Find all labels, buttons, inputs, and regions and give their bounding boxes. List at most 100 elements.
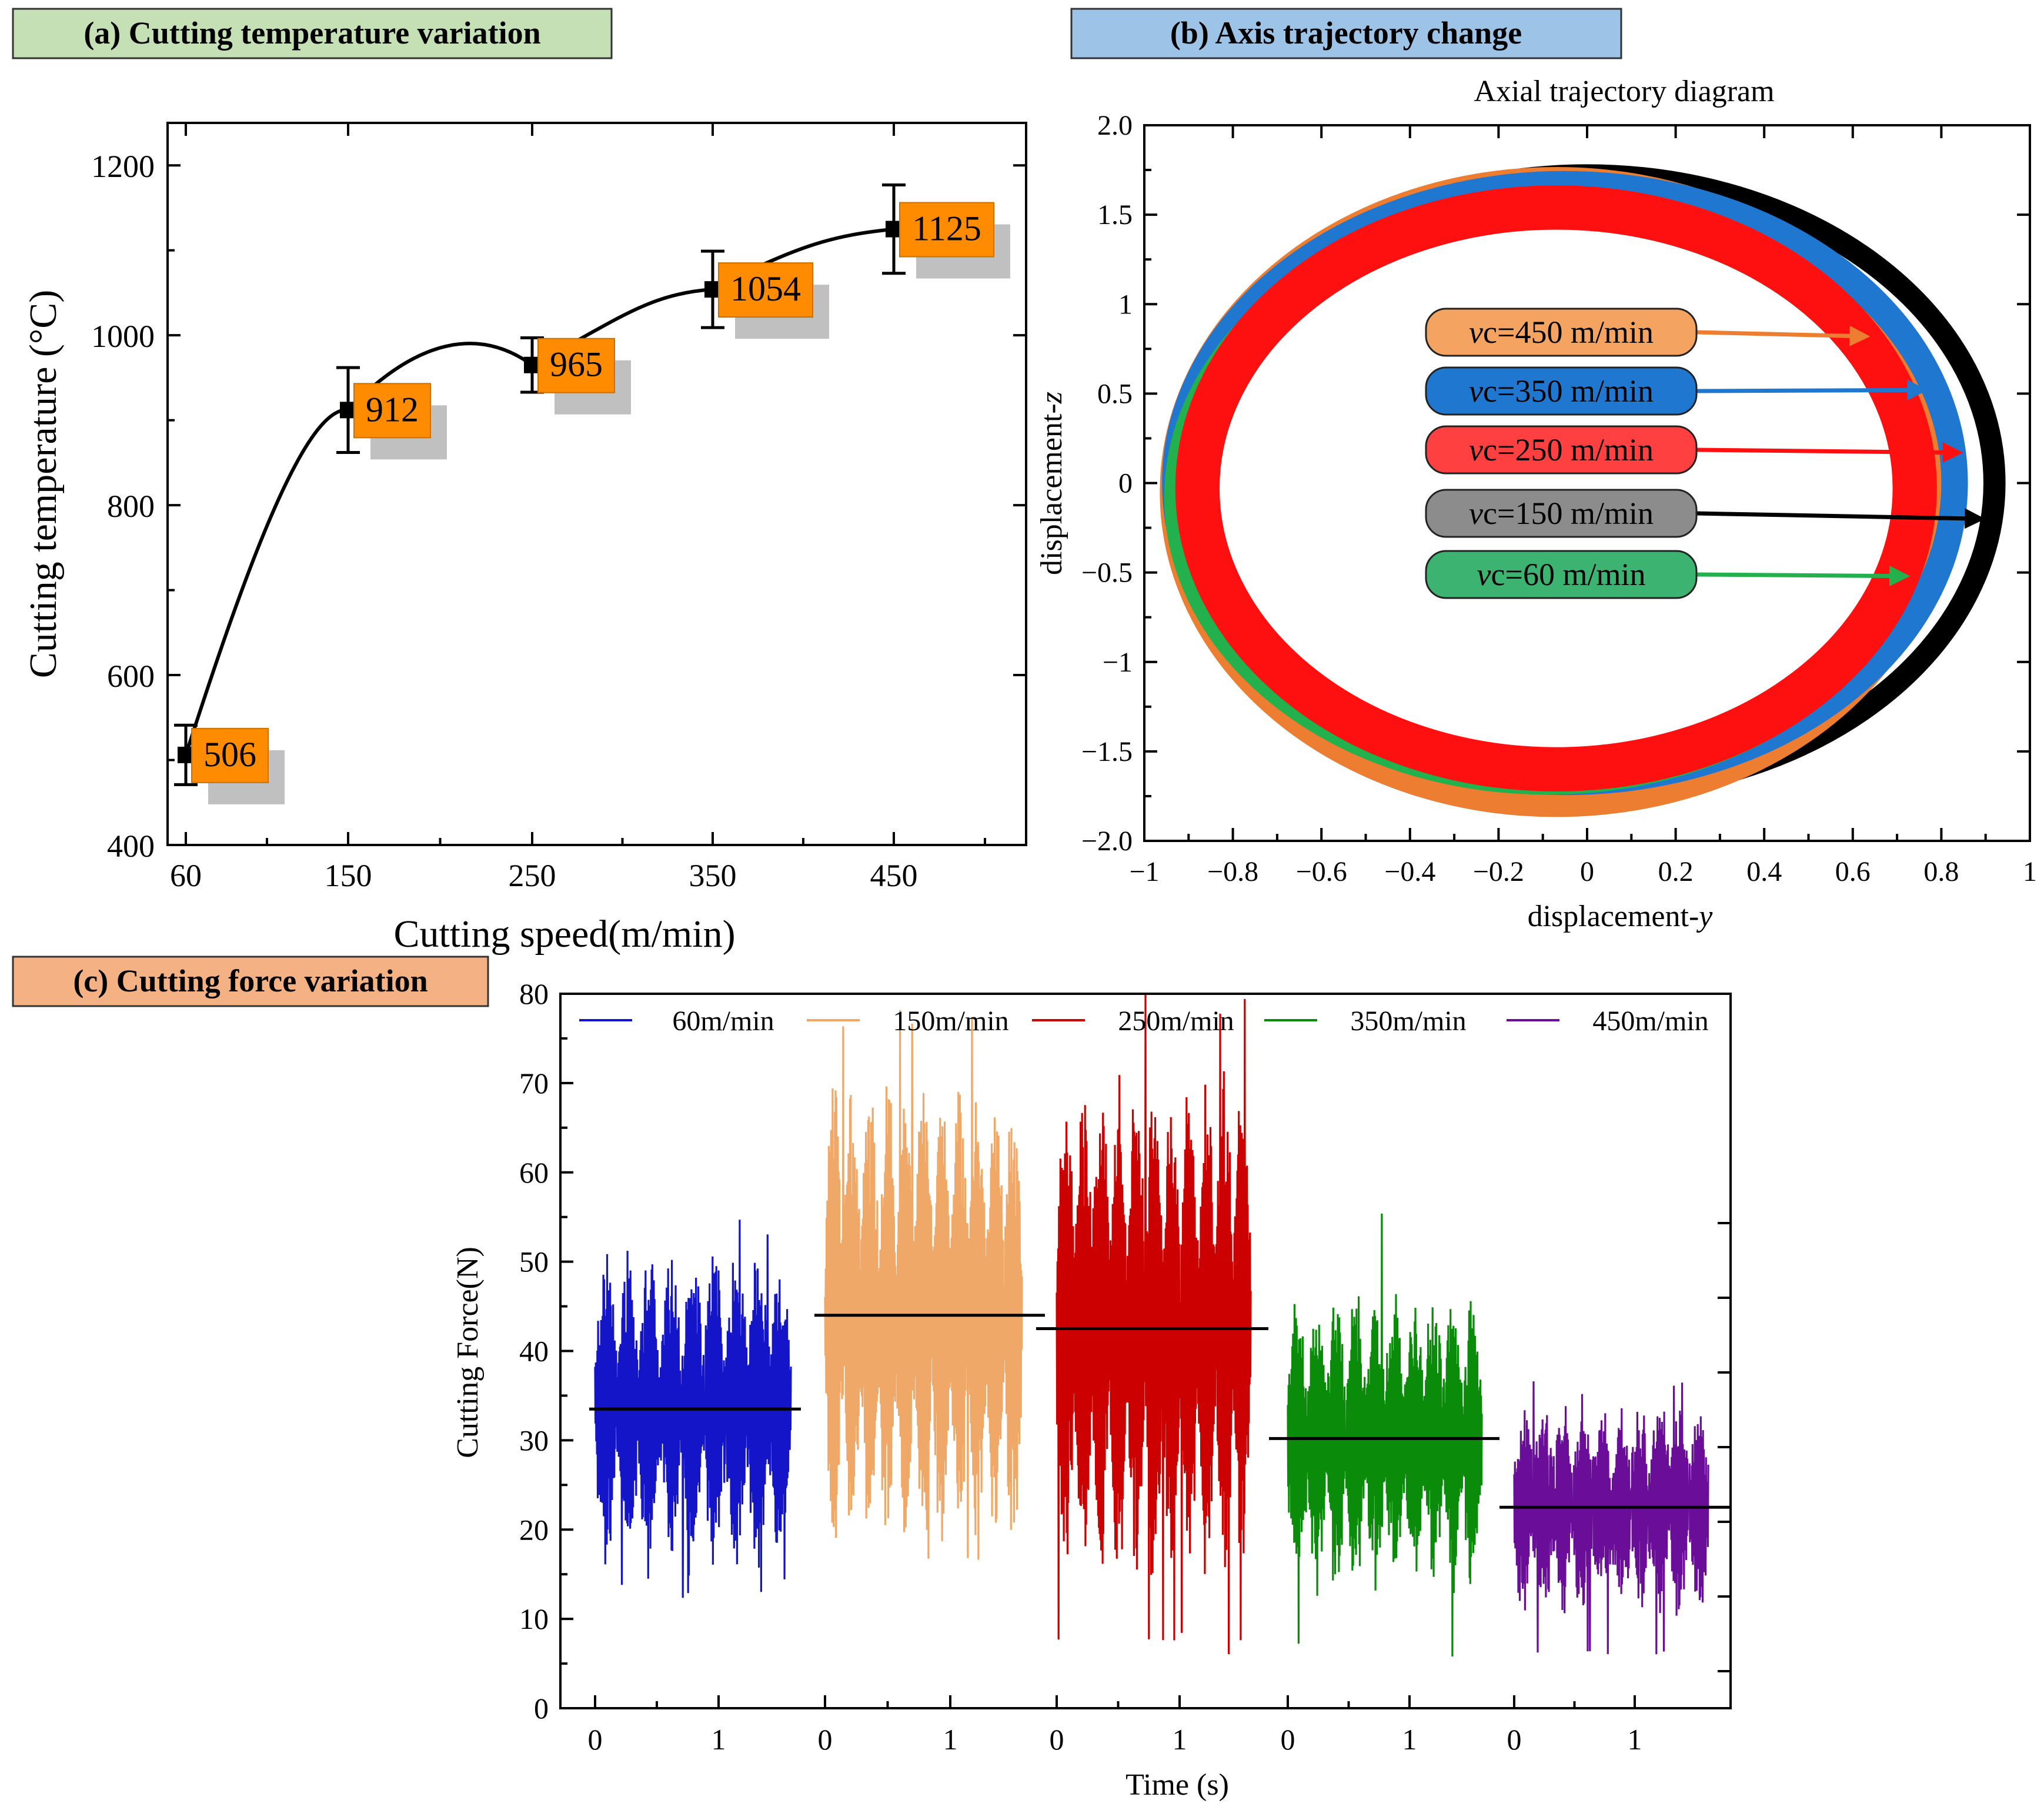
y-tick-label: 10: [519, 1602, 549, 1635]
panel-a-header: (a) Cutting temperature variation: [84, 15, 540, 51]
panel-c-header: (c) Cutting force variation: [73, 963, 427, 998]
y-tick-label: 40: [519, 1335, 549, 1368]
panel-a-x-axis-label: Cutting speed(m/min): [393, 913, 735, 956]
y-tick-label: 1200: [91, 149, 155, 184]
y-tick-label: −0.5: [1081, 557, 1133, 589]
panel-b-title: Axial trajectory diagram: [1474, 75, 1774, 108]
panel-c-y-axis: 0 10 20 30 40 50 60 70 80: [519, 977, 1731, 1725]
data-label: 965: [550, 345, 603, 384]
y-tick-label: 80: [519, 977, 549, 1010]
panel-c-mean-lines: [589, 1314, 1731, 1509]
data-label-box: [899, 202, 994, 258]
legend-label-text: c=60 m/min: [1491, 557, 1646, 592]
data-label-box: [537, 338, 615, 393]
x-tick-label: 0.4: [1746, 856, 1782, 887]
legend-label-var: v: [1477, 557, 1491, 592]
y-tick-label: 1.5: [1097, 199, 1133, 231]
x-tick-label: 0.6: [1835, 856, 1871, 887]
panel-c-x-axis-label: Time (s): [1125, 1768, 1229, 1802]
legend-label-var: v: [1469, 315, 1483, 350]
legend-box: [1425, 550, 1698, 599]
y-tick-label: −2.0: [1081, 826, 1133, 857]
panel-a-plot-frame: [166, 122, 1027, 846]
legend-label-var: v: [1469, 496, 1483, 531]
x-tick-label: 1: [943, 1723, 958, 1756]
x-tick-label: 60: [170, 858, 202, 893]
legend-label: 250m/min: [1118, 1006, 1234, 1037]
panel-a-y-axis-label: Cutting temperature (°C): [22, 290, 65, 679]
legend-label: 150m/min: [893, 1006, 1008, 1037]
y-tick-label: 1: [1118, 289, 1133, 320]
x-tick-label: 0.8: [1923, 856, 1959, 887]
y-tick-label: 20: [519, 1513, 549, 1546]
x-tick-label: 1: [1628, 1723, 1642, 1756]
panel-a-data-points: 506 912 965 1054 1125: [174, 183, 1010, 804]
y-tick-label: 0: [1118, 468, 1133, 499]
legend-box: [1425, 425, 1698, 475]
y-tick-label: 50: [519, 1245, 549, 1278]
panel-a-y-axis: 400 600 800 1000 1200: [91, 149, 1026, 864]
y-tick-label: −1: [1103, 647, 1133, 678]
x-tick-label: 0: [1050, 1723, 1064, 1756]
panel-b-x-axis: −1 −0.8 −0.6 −0.4 −0.2 0 0.2 0.4 0.6 0.8 1: [1129, 125, 2037, 887]
panel-c-header-box: [12, 956, 489, 1007]
force-series-250-trace: [1056, 994, 1252, 1655]
x-tick-label: −1: [1129, 856, 1159, 887]
legend-label-var: v: [1469, 432, 1483, 467]
x-tick-label: −0.2: [1473, 856, 1524, 887]
legend-label-text: c=350 m/min: [1483, 373, 1654, 409]
panel-a-x-axis: 60 150 250 350 450: [170, 123, 986, 893]
data-label-box: [718, 262, 813, 318]
y-tick-label: 2.0: [1097, 110, 1133, 141]
x-tick-label: 1: [1402, 1723, 1417, 1756]
legend-arrow: [1696, 379, 1928, 400]
legend-arrow: [1696, 442, 1963, 463]
x-tick-label: 0: [1281, 1723, 1295, 1756]
y-tick-label: 0.5: [1097, 378, 1133, 409]
legend-label-text: c=250 m/min: [1483, 432, 1654, 467]
legend-label: vc=250 m/min: [1469, 432, 1654, 467]
panel-b-y-axis-label: displacement-z: [1035, 392, 1068, 575]
data-label-box: [191, 727, 269, 783]
legend-label: vc=350 m/min: [1469, 373, 1654, 409]
x-tick-label: 350: [689, 858, 737, 893]
panel-b: (b) Axis trajectory change Axial traject…: [1035, 8, 2037, 933]
data-label: 1054: [730, 269, 801, 308]
x-tick-label: 250: [509, 858, 556, 893]
x-tick-label: 450: [870, 858, 918, 893]
legend-arrow: [1696, 325, 1871, 346]
legend-label: 450m/min: [1592, 1006, 1708, 1037]
legend-arrow: [1696, 565, 1911, 586]
x-tick-label: −0.4: [1384, 856, 1435, 887]
y-tick-label: 800: [107, 489, 155, 524]
legend-box: [1425, 308, 1698, 357]
y-tick-label: 600: [107, 659, 155, 694]
panel-c-force-series: [594, 994, 1709, 1657]
x-tick-label: 0: [1507, 1723, 1522, 1756]
panel-b-y-axis-label-var: z: [1035, 392, 1068, 404]
legend-label: vc=150 m/min: [1469, 496, 1654, 531]
force-series-350-trace: [1287, 1213, 1483, 1657]
data-label: 912: [366, 390, 419, 429]
data-label-box: [353, 383, 431, 439]
panel-a-header-box: [12, 8, 613, 59]
x-tick-label: 1: [2023, 856, 2037, 887]
legend-label: 60m/min: [672, 1006, 774, 1037]
x-tick-label: −0.8: [1207, 856, 1258, 887]
panel-a: (a) Cutting temperature variation 400 600…: [12, 8, 1027, 956]
y-tick-label: 60: [519, 1156, 549, 1189]
data-label: 1125: [912, 209, 981, 248]
panel-b-x-axis-label: displacement-y: [1528, 900, 1714, 933]
x-tick-label: 0.2: [1658, 856, 1694, 887]
y-tick-label: 30: [519, 1424, 549, 1457]
x-tick-label: −0.6: [1296, 856, 1347, 887]
force-series-60-trace: [594, 1220, 792, 1598]
data-label: 506: [203, 735, 256, 774]
x-tick-label: 0: [818, 1723, 833, 1756]
panel-c: (c) Cutting force variation 010203040506…: [12, 956, 1732, 1802]
panel-c-x-axis: 0 1 0 1 0 1 0 1 0 1: [588, 1695, 1642, 1756]
panel-b-x-axis-label-main: displacement-: [1528, 900, 1699, 933]
force-series-450-trace: [1513, 1381, 1709, 1655]
